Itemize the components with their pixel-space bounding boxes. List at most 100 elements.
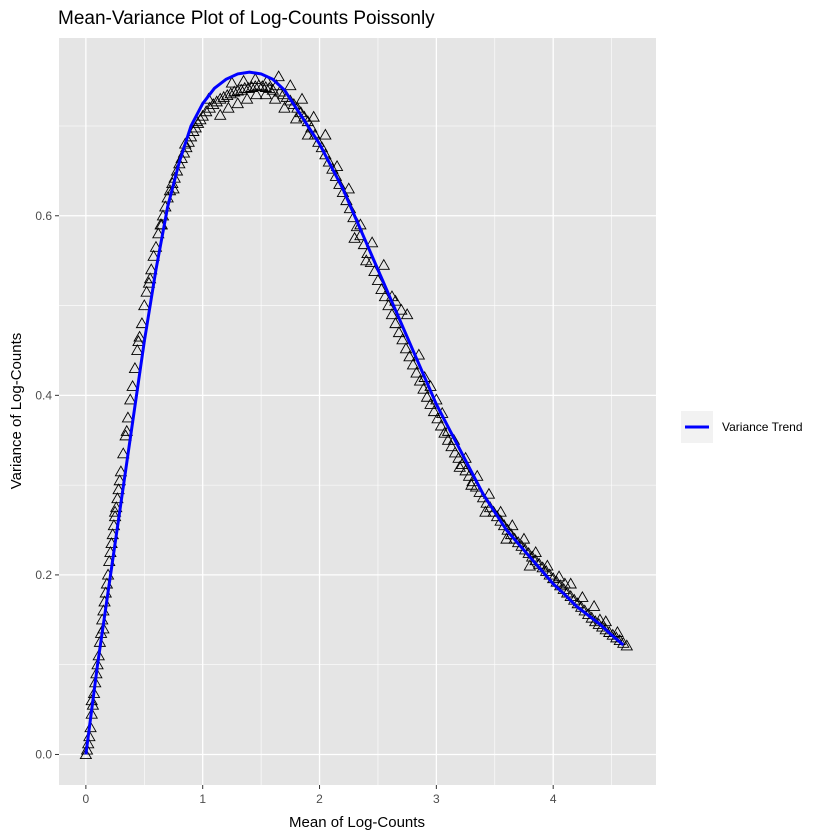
data-point (112, 483, 125, 495)
data-point (342, 182, 356, 194)
data-point (250, 88, 263, 100)
data-point (213, 92, 227, 104)
data-point (83, 730, 96, 742)
data-point (231, 97, 245, 109)
data-point (175, 151, 188, 163)
data-point (289, 112, 303, 124)
data-point (206, 98, 220, 110)
data-point (348, 231, 361, 243)
y-tick-label: 0.4 (35, 388, 52, 402)
data-point (410, 366, 423, 378)
data-point (312, 135, 325, 147)
data-point (217, 90, 231, 102)
data-point (121, 411, 135, 423)
data-point (329, 169, 343, 181)
data-point (128, 361, 142, 373)
data-point (541, 559, 554, 571)
data-point (482, 487, 496, 499)
data-point (272, 70, 285, 82)
data-point (120, 424, 134, 436)
data-point (506, 519, 519, 531)
data-point (459, 464, 472, 476)
data-point (517, 532, 531, 544)
data-point (256, 80, 269, 92)
data-point (438, 426, 451, 438)
grid-major (59, 38, 656, 785)
data-point (431, 412, 444, 424)
data-point (203, 101, 216, 113)
data-point (301, 128, 315, 140)
data-point (406, 358, 420, 370)
data-point (427, 405, 441, 417)
data-point (465, 478, 478, 490)
data-point (132, 335, 145, 347)
data-point (259, 88, 273, 100)
data-point (278, 101, 291, 113)
x-tick-label: 4 (550, 792, 557, 806)
data-point (140, 285, 153, 297)
x-tick-label: 3 (433, 792, 440, 806)
data-point (479, 505, 492, 517)
data-point (143, 272, 157, 284)
data-point (123, 393, 137, 405)
data-point (131, 344, 144, 356)
data-point (84, 721, 97, 733)
plot-panel (59, 38, 656, 785)
data-point (552, 570, 566, 582)
data-point (377, 258, 391, 270)
data-point (167, 182, 180, 194)
data-point (620, 639, 634, 651)
data-point (529, 546, 542, 558)
data-point (395, 303, 408, 315)
data-point (611, 625, 624, 637)
data-point (599, 615, 613, 627)
legend-label-variance-trend: Variance Trend (722, 420, 803, 434)
data-point (418, 370, 431, 382)
data-point (365, 236, 379, 248)
data-point (453, 460, 467, 472)
data-point (116, 447, 130, 459)
y-axis-title: Variance of Log-Counts (8, 333, 25, 489)
x-axis: 0 1 2 3 4 (83, 785, 557, 806)
data-point (199, 105, 213, 117)
data-point (413, 374, 427, 386)
x-tick-label: 2 (316, 792, 323, 806)
data-point (420, 390, 434, 402)
data-point (452, 451, 465, 463)
variance-trend-line (84, 70, 625, 755)
data-point (213, 108, 227, 120)
data-point (147, 249, 160, 261)
data-point (240, 92, 254, 104)
y-tick-label: 0.2 (35, 568, 52, 582)
data-point (375, 282, 388, 294)
data-point (392, 326, 406, 338)
data-point (587, 599, 601, 611)
data-point (295, 92, 309, 104)
data-point (455, 458, 469, 470)
data-point (494, 514, 507, 526)
data-point (149, 240, 163, 252)
data-point (307, 110, 320, 122)
data-point (248, 72, 262, 84)
data-point (138, 299, 151, 311)
data-point (152, 227, 165, 239)
data-point (284, 79, 297, 91)
data-point (319, 148, 332, 160)
data-point (445, 440, 458, 452)
data-point (333, 177, 346, 189)
x-axis-title: Mean of Log-Counts (289, 814, 425, 831)
data-point (133, 330, 146, 342)
data-point (403, 350, 416, 362)
data-point (359, 254, 373, 266)
data-point (576, 590, 589, 602)
data-point (487, 505, 500, 517)
data-point (225, 76, 239, 88)
data-point (385, 308, 399, 320)
data-point (447, 433, 461, 445)
data-point (126, 379, 139, 391)
data-point (260, 74, 274, 86)
data-point (237, 74, 250, 86)
data-point (434, 419, 448, 431)
legend: Variance Trend (681, 411, 803, 443)
data-point (558, 577, 572, 589)
